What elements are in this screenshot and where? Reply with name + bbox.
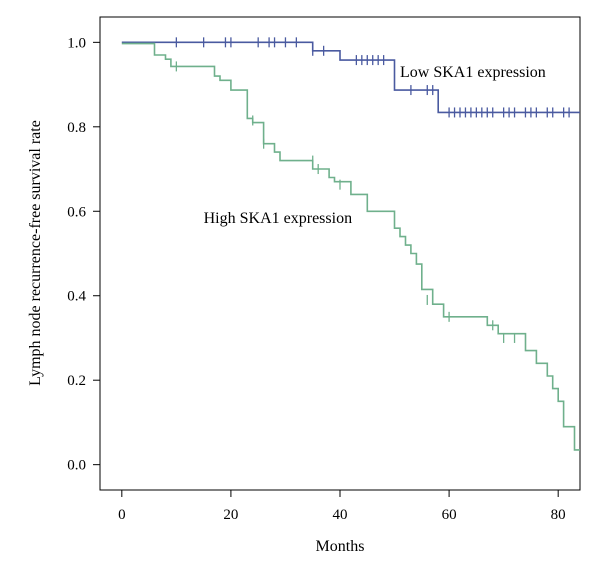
low-ska1-expression-label: Low SKA1 expression [400,64,546,81]
x-axis: 0 20 40 60 80 [118,490,566,523]
x-tick-label: 60 [442,507,457,523]
x-tick-label: 20 [223,507,238,523]
y-tick-label: 0.2 [67,373,86,389]
y-axis: 0.0 0.2 0.4 0.6 0.8 1.0 [67,35,100,474]
x-tick-label: 80 [551,507,566,523]
y-tick-label: 0.0 [67,458,86,474]
x-tick-label: 40 [333,507,348,523]
series-layer [121,37,580,451]
x-axis-title: Months [316,538,365,555]
y-tick-label: 0.8 [67,120,86,136]
x-tick-label: 0 [118,507,126,523]
plot-border [99,16,581,491]
y-axis-title: Lymph node recurrence-free survival rate [27,120,44,386]
series-label-layer: Low SKA1 expression High SKA1 expression [204,64,546,227]
y-tick-label: 0.6 [67,204,86,220]
y-tick-label: 0.4 [67,289,86,305]
plot-frame [99,16,581,491]
high-ska1-expression-curve [121,42,580,451]
y-tick-label: 1.0 [67,35,86,51]
high-ska1-expression-label: High SKA1 expression [204,210,352,227]
